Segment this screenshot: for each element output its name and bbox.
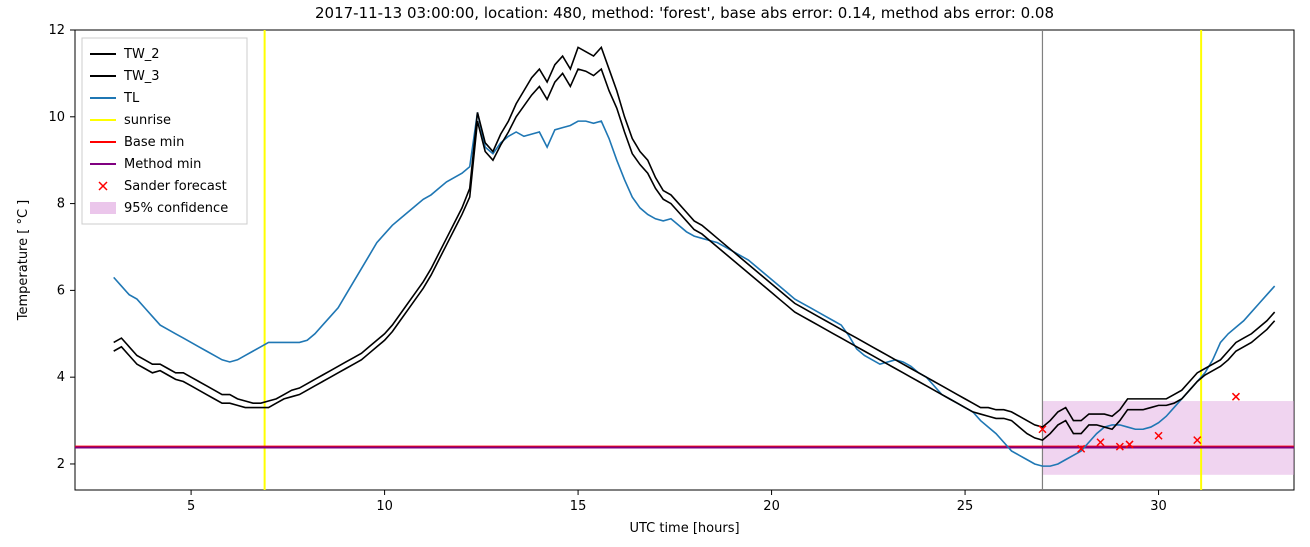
chart-container: 2017-11-13 03:00:00, location: 480, meth… (0, 0, 1310, 547)
sander-forecast-marker (1232, 393, 1239, 400)
x-tick-label: 25 (957, 499, 974, 514)
legend-swatch-patch (90, 202, 116, 214)
y-tick-label: 10 (48, 110, 65, 125)
legend-label: TW_2 (123, 47, 160, 62)
legend-label: Method min (124, 157, 201, 172)
chart-title: 2017-11-13 03:00:00, location: 480, meth… (315, 4, 1054, 22)
legend-box (82, 38, 247, 224)
x-tick-label: 10 (376, 499, 393, 514)
series-TW_3 (114, 69, 1275, 440)
confidence-band (1042, 401, 1294, 475)
y-tick-label: 8 (57, 197, 65, 212)
x-tick-label: 20 (763, 499, 780, 514)
y-tick-label: 2 (57, 457, 65, 472)
y-tick-label: 4 (57, 370, 65, 385)
legend-label: Sander forecast (124, 179, 227, 194)
x-tick-label: 15 (570, 499, 587, 514)
legend-label: sunrise (124, 113, 171, 128)
x-tick-label: 5 (187, 499, 195, 514)
legend-label: TL (123, 91, 140, 106)
y-tick-label: 12 (48, 23, 65, 38)
legend-label: TW_3 (123, 69, 160, 84)
legend-label: 95% confidence (124, 201, 228, 216)
y-axis-label: Temperature [ °C ] (16, 200, 31, 321)
x-tick-label: 30 (1150, 499, 1167, 514)
y-tick-label: 6 (57, 283, 65, 298)
legend-label: Base min (124, 135, 184, 150)
temperature-forecast-chart: 2017-11-13 03:00:00, location: 480, meth… (0, 0, 1310, 547)
x-axis-label: UTC time [hours] (629, 521, 739, 536)
series-TW_2 (114, 47, 1275, 427)
